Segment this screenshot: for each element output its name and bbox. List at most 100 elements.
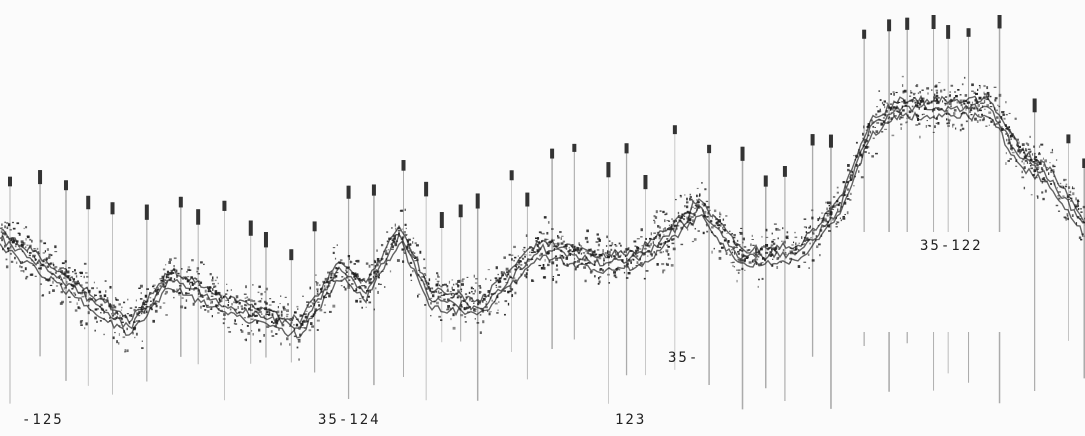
speckle [473,308,475,311]
speckle [551,228,554,230]
trace-tick [347,186,351,199]
speckle [858,170,859,173]
speckle [1041,191,1043,193]
speckle [916,84,918,87]
speckle [1022,143,1025,146]
speckle [317,329,319,331]
speckle [684,216,685,217]
speckle [837,192,839,194]
speckle [186,299,187,301]
speckle [77,302,78,305]
speckle [163,302,165,303]
speckle [606,245,607,247]
speckle [364,286,366,289]
speckle [465,321,467,322]
speckle [997,105,998,106]
speckle [949,94,951,96]
speckle [892,135,895,137]
trace-tick [829,135,833,148]
speckle [121,307,122,309]
speckle [666,238,668,240]
speckle [223,322,225,324]
speckle [236,295,239,298]
speckle [461,283,464,286]
speckle [544,216,547,218]
speckle [390,270,391,272]
speckle [892,109,893,111]
speckle [1042,198,1044,200]
speckle [888,116,890,117]
speckle [1010,138,1011,139]
speckle [811,217,813,220]
speckle [238,306,239,309]
speckle [84,263,87,265]
speckle [608,282,610,284]
speckle [482,320,484,323]
speckle [324,312,326,313]
speckle [683,218,685,220]
speckle [789,251,791,252]
speckle [703,232,705,234]
speckle [787,231,789,233]
speckle [563,256,565,258]
speckle [812,232,814,234]
trace-tick [372,184,376,195]
speckle [817,218,819,221]
speckle [461,291,462,293]
speckle [836,204,838,206]
speckle [597,238,600,240]
speckle [943,89,945,91]
speckle [651,232,652,235]
speckle [960,100,963,101]
speckle [666,263,669,265]
speckle [847,211,849,214]
speckle [1003,118,1005,120]
speckle [569,247,570,249]
speckle [457,285,459,287]
speckle [244,317,246,318]
speckle [210,273,212,275]
speckle [146,288,149,290]
speckle [52,289,55,292]
speckle [316,284,318,285]
speckle [174,278,175,280]
speckle [429,278,430,281]
speckle [662,211,664,213]
speckle [704,188,706,190]
speckle [402,228,403,229]
speckle [990,96,991,97]
speckle [335,267,337,269]
speckle [766,237,768,238]
speckle [849,199,851,200]
speckle [654,221,656,224]
speckle [611,242,613,244]
speckle [607,250,608,252]
speckle [568,250,571,252]
speckle [14,257,15,260]
speckle [72,271,74,272]
speckle [951,85,954,87]
speckle [258,292,260,293]
speckle [204,309,206,311]
speckle [637,261,639,264]
speckle [105,310,107,311]
speckle [640,236,642,237]
speckle [880,99,882,101]
speckle [732,252,733,254]
speckle [819,254,820,256]
speckle [602,249,603,252]
speckle [781,241,783,242]
speckle [668,258,671,260]
speckle [43,252,45,253]
speckle [210,301,211,304]
speckle [694,238,697,241]
speckle [414,252,415,254]
speckle [844,214,845,215]
speckle [890,104,892,105]
speckle [324,304,325,306]
speckle [278,306,279,308]
speckle [559,231,562,233]
speckle [333,252,335,254]
speckle [74,269,76,271]
speckle [458,280,460,283]
